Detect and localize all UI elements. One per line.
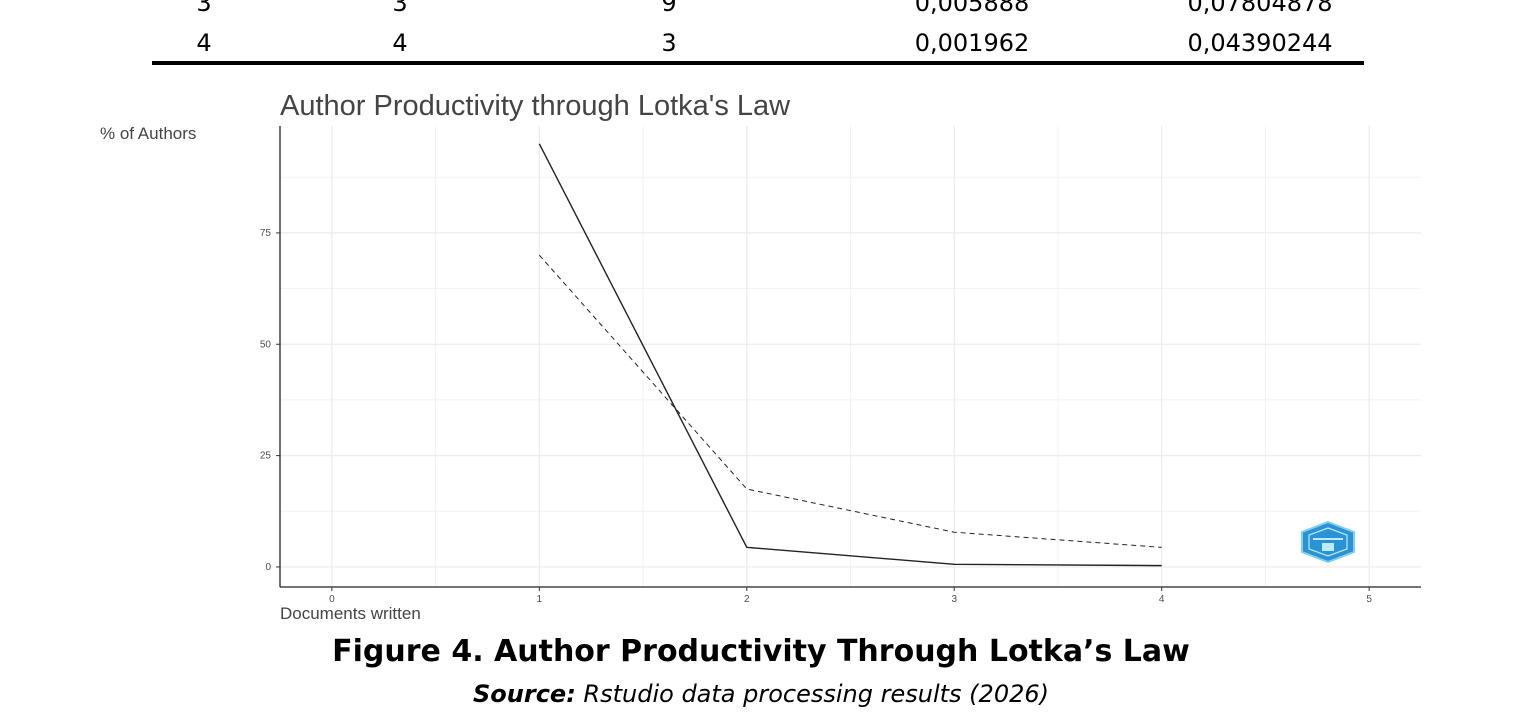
x-tick-label: 5	[1366, 594, 1372, 605]
theoretical-line	[538, 254, 1162, 548]
figure-caption: Figure 4. Author Productivity Through Lo…	[332, 634, 1190, 669]
series-layer	[538, 143, 1162, 567]
y-tick-label: 50	[260, 339, 272, 350]
table-cell: 3	[196, 0, 212, 17]
table-cell: 9	[661, 0, 677, 17]
y-tick-label: 0	[265, 562, 271, 573]
x-tick-label: 1	[537, 594, 543, 605]
x-tick-label: 3	[951, 594, 957, 605]
table-row: 4 4 3 0,001962 0,04390244	[152, 23, 1364, 63]
figure-source: Source: Rstudio data processing results …	[0, 680, 1522, 708]
bibliometrix-hexagon-icon	[1301, 520, 1355, 564]
table-cell: 3	[661, 29, 677, 57]
table-bottom-rule	[152, 61, 1364, 65]
y-tick-label: 75	[260, 228, 272, 239]
table-cell: 0,005888	[914, 0, 1030, 17]
table-cell: 4	[392, 29, 408, 57]
chart-title: Author Productivity through Lotka's Law	[280, 90, 791, 122]
lotka-chart: Author Productivity through Lotka's Law …	[100, 90, 1421, 623]
x-axis-title: Documents written	[280, 604, 421, 623]
grid-minor	[280, 126, 1421, 587]
observed-line	[538, 143, 1162, 567]
table-cell: 3	[392, 0, 408, 17]
source-label: Source:	[473, 680, 576, 708]
x-tick-label: 0	[329, 594, 335, 605]
y-axis-title: % of Authors	[100, 124, 196, 143]
table-cell: 0,04390244	[1187, 29, 1333, 57]
x-tick-label: 2	[744, 594, 750, 605]
y-tick-label: 25	[260, 451, 272, 462]
grid-major	[280, 126, 1421, 587]
source-text: Rstudio data processing results (2026)	[575, 680, 1049, 708]
results-table: 3 3 9 0,005888 0,07804878 4 4 3 0,001962…	[152, 0, 1364, 66]
table-cell: 4	[196, 29, 212, 57]
table-cell: 0,001962	[914, 29, 1030, 57]
table-cell: 0,07804878	[1187, 0, 1333, 17]
x-tick-label: 4	[1159, 594, 1165, 605]
table-row: 3 3 9 0,005888 0,07804878	[152, 0, 1364, 23]
